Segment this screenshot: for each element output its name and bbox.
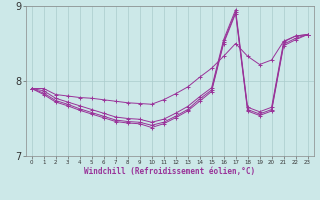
X-axis label: Windchill (Refroidissement éolien,°C): Windchill (Refroidissement éolien,°C) — [84, 167, 255, 176]
